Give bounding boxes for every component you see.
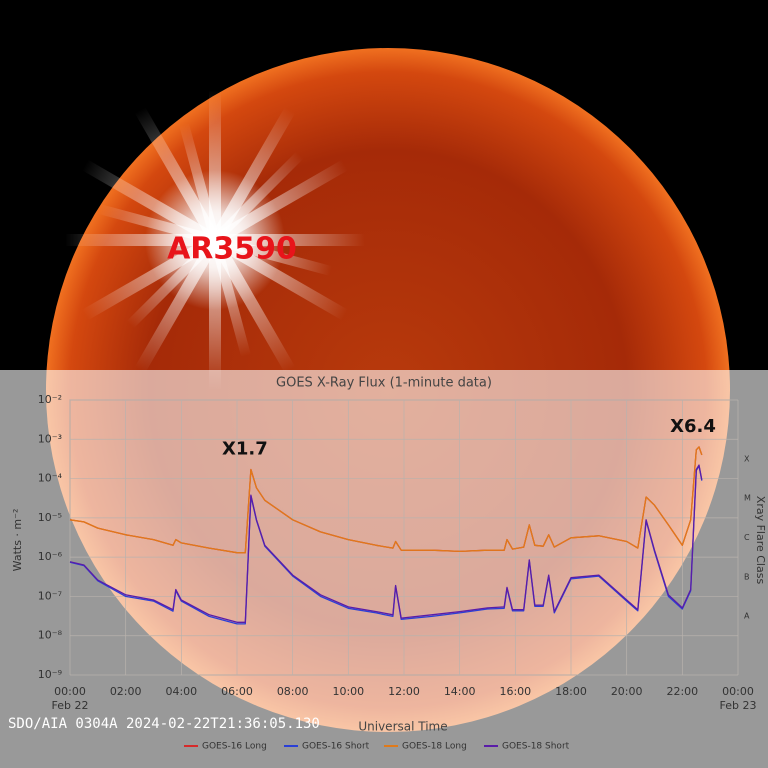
x-tick-label: 16:00: [499, 685, 531, 698]
flare-class-label: C: [744, 533, 750, 542]
region-label: AR3590: [167, 232, 297, 267]
x-tick-label: 14:00: [444, 685, 476, 698]
y-tick-label: 10⁻⁶: [38, 550, 63, 563]
x-tick-label: 20:00: [611, 685, 643, 698]
y-tick-label: 10⁻²: [38, 393, 62, 406]
x-tick-label: 00:00: [54, 685, 86, 698]
x-tick-label: 02:00: [110, 685, 142, 698]
x-tick-label: 04:00: [165, 685, 197, 698]
legend-label: GOES-16 Short: [302, 742, 370, 752]
y-tick-label: 10⁻⁸: [38, 629, 63, 642]
y-tick-label: 10⁻⁷: [38, 589, 62, 602]
x-axis-label: Universal Time: [358, 720, 447, 734]
y-tick-label: 10⁻⁹: [38, 668, 62, 681]
legend-label: GOES-18 Long: [402, 742, 467, 752]
annotation: X6.4: [670, 416, 716, 437]
series-line: [69, 464, 703, 623]
y-tick-label: 10⁻⁵: [38, 511, 62, 524]
starburst: [65, 90, 365, 390]
y2-axis-label: Xray Flare Class: [754, 496, 767, 585]
y-tick-label: 10⁻³: [38, 432, 62, 445]
x-tick-label: 12:00: [388, 685, 420, 698]
plot-area: 10⁻² 10⁻³ 10⁻⁴ 10⁻⁵ 10⁻⁶ 10⁻⁷ 10⁻⁸ 10⁻⁹ 00:00 02:…: [38, 393, 757, 752]
image-caption: SDO/AIA 0304A 2024-02-22T21:36:05.130: [8, 716, 320, 732]
series-line: [69, 446, 703, 554]
x-tick-label: 22:00: [666, 685, 698, 698]
y-axis-label: Watts · m⁻²: [11, 509, 24, 572]
x-tick-label: 18:00: [555, 685, 587, 698]
flare-class-label: B: [744, 572, 750, 581]
flare-class-label: X: [744, 454, 750, 463]
chart-title: GOES X-Ray Flux (1-minute data): [276, 376, 492, 391]
annotation: X1.7: [222, 439, 268, 460]
legend-label: GOES-18 Short: [502, 742, 570, 752]
chart-panel: [0, 370, 768, 768]
x-tick-label: 00:00: [722, 685, 754, 698]
y-tick-label: 10⁻⁴: [38, 472, 63, 485]
flare-class-label: M: [744, 494, 751, 503]
legend-label: GOES-16 Long: [202, 742, 267, 752]
x-tick-label: 08:00: [277, 685, 309, 698]
flare-class-label: A: [744, 612, 750, 621]
x-tick-label: 06:00: [221, 685, 253, 698]
x-date-label: Feb 22: [52, 699, 89, 712]
x-tick-label: 10:00: [332, 685, 364, 698]
x-date-label: Feb 23: [720, 699, 757, 712]
